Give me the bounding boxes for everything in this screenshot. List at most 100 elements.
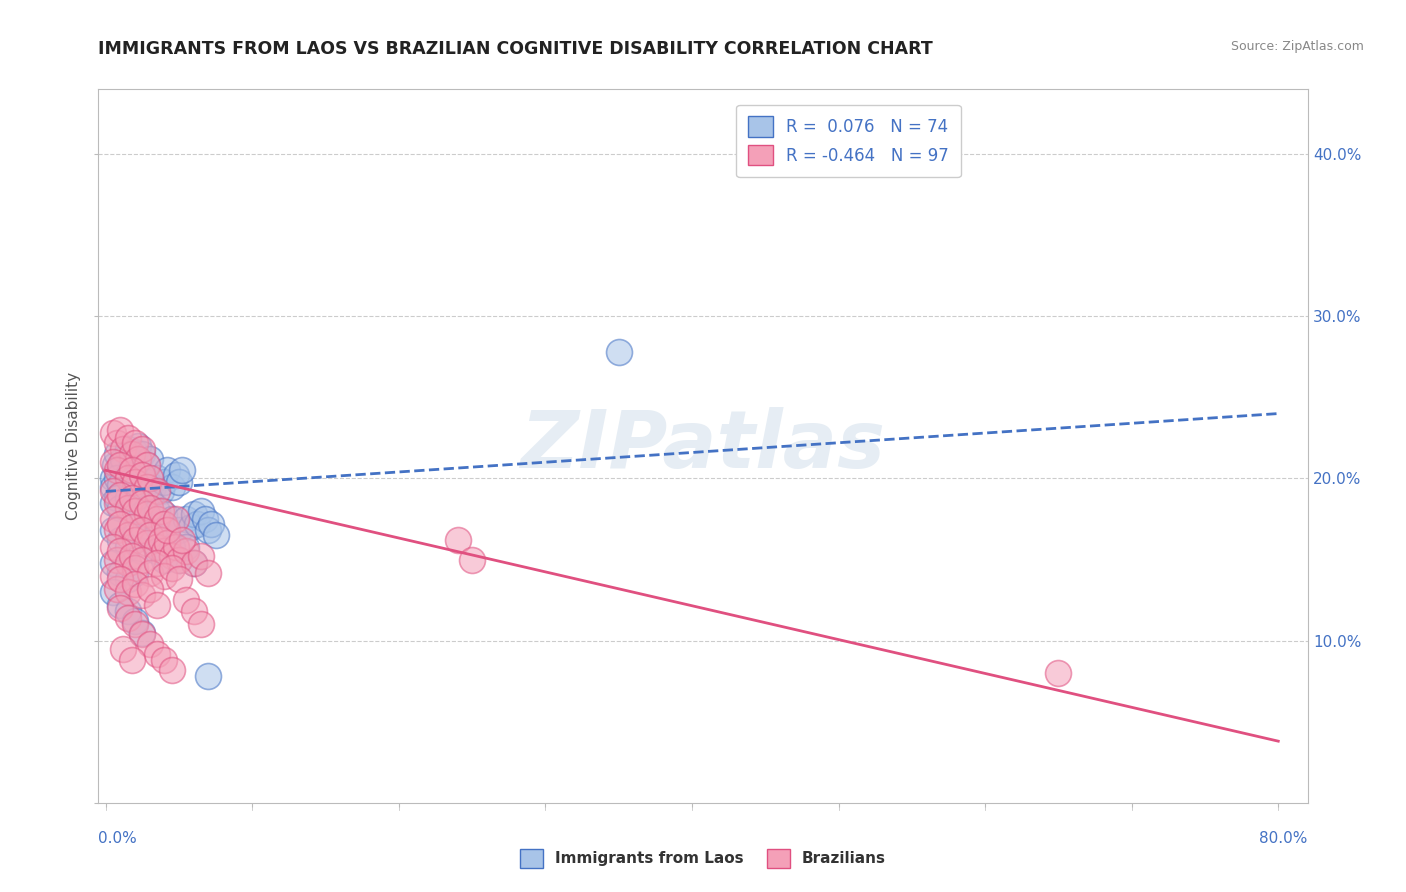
Point xyxy=(165,512,187,526)
Point xyxy=(146,556,169,570)
Point xyxy=(110,488,132,502)
Point xyxy=(110,598,132,612)
Legend: Immigrants from Laos, Brazilians: Immigrants from Laos, Brazilians xyxy=(515,843,891,873)
Point xyxy=(135,458,157,473)
Point xyxy=(124,614,146,628)
Point xyxy=(101,568,124,582)
Point xyxy=(101,540,124,554)
Point xyxy=(121,463,143,477)
Point xyxy=(107,471,129,485)
Point xyxy=(107,491,129,505)
Point xyxy=(112,442,135,457)
Point xyxy=(160,549,183,564)
Point xyxy=(117,471,139,485)
Point xyxy=(156,524,179,538)
Point xyxy=(146,471,169,485)
Point xyxy=(135,475,157,489)
Point xyxy=(131,524,153,538)
Point xyxy=(121,491,143,505)
Point xyxy=(446,533,468,547)
Point xyxy=(131,496,153,510)
Point xyxy=(127,439,149,453)
Text: ZIPatlas: ZIPatlas xyxy=(520,407,886,485)
Point xyxy=(107,524,129,538)
Point xyxy=(121,520,143,534)
Point xyxy=(190,617,212,632)
Point xyxy=(131,544,153,558)
Point xyxy=(156,536,179,550)
Point xyxy=(121,479,143,493)
Point xyxy=(124,504,146,518)
Point xyxy=(176,544,198,558)
Point xyxy=(146,484,169,499)
Point xyxy=(135,507,157,521)
Point xyxy=(167,572,190,586)
Point xyxy=(160,479,183,493)
Point xyxy=(107,435,129,450)
Point xyxy=(131,468,153,483)
Point xyxy=(110,572,132,586)
Point xyxy=(124,445,146,459)
Point xyxy=(204,528,226,542)
Point xyxy=(117,585,139,599)
Text: 0.0%: 0.0% xyxy=(98,831,138,847)
Point xyxy=(150,484,173,499)
Point xyxy=(176,512,198,526)
Point xyxy=(117,442,139,457)
Point xyxy=(142,479,165,493)
Point xyxy=(153,544,176,558)
Point xyxy=(183,556,205,570)
Point xyxy=(131,627,153,641)
Point xyxy=(135,500,157,515)
Point xyxy=(117,431,139,445)
Point xyxy=(121,504,143,518)
Point xyxy=(165,540,187,554)
Point xyxy=(165,468,187,483)
Point xyxy=(607,345,630,359)
Point xyxy=(110,516,132,531)
Point xyxy=(150,516,173,531)
Point xyxy=(156,463,179,477)
Point xyxy=(138,533,160,547)
Point xyxy=(186,516,208,531)
Point xyxy=(146,598,169,612)
Point xyxy=(107,463,129,477)
Point xyxy=(183,604,205,618)
Text: Source: ZipAtlas.com: Source: ZipAtlas.com xyxy=(1230,40,1364,54)
Point xyxy=(110,500,132,515)
Point xyxy=(146,512,169,526)
Point xyxy=(131,447,153,461)
Point xyxy=(138,512,160,526)
Point xyxy=(197,524,219,538)
Point xyxy=(107,582,129,596)
Point xyxy=(117,556,139,570)
Point xyxy=(135,536,157,550)
Point xyxy=(124,496,146,510)
Point xyxy=(167,475,190,489)
Point xyxy=(180,520,202,534)
Point xyxy=(146,647,169,661)
Point xyxy=(138,471,160,485)
Point xyxy=(121,653,143,667)
Point xyxy=(121,447,143,461)
Point xyxy=(117,468,139,483)
Point xyxy=(110,533,132,547)
Point xyxy=(124,533,146,547)
Point xyxy=(131,507,153,521)
Point xyxy=(170,463,193,477)
Point xyxy=(183,507,205,521)
Point xyxy=(153,568,176,582)
Point xyxy=(138,452,160,467)
Point xyxy=(101,556,124,570)
Y-axis label: Cognitive Disability: Cognitive Disability xyxy=(66,372,82,520)
Point xyxy=(167,552,190,566)
Point xyxy=(107,552,129,566)
Point xyxy=(117,500,139,515)
Point xyxy=(461,552,484,566)
Point xyxy=(101,425,124,440)
Point xyxy=(124,471,146,485)
Point xyxy=(138,528,160,542)
Point xyxy=(117,604,139,618)
Point xyxy=(117,540,139,554)
Point xyxy=(160,560,183,574)
